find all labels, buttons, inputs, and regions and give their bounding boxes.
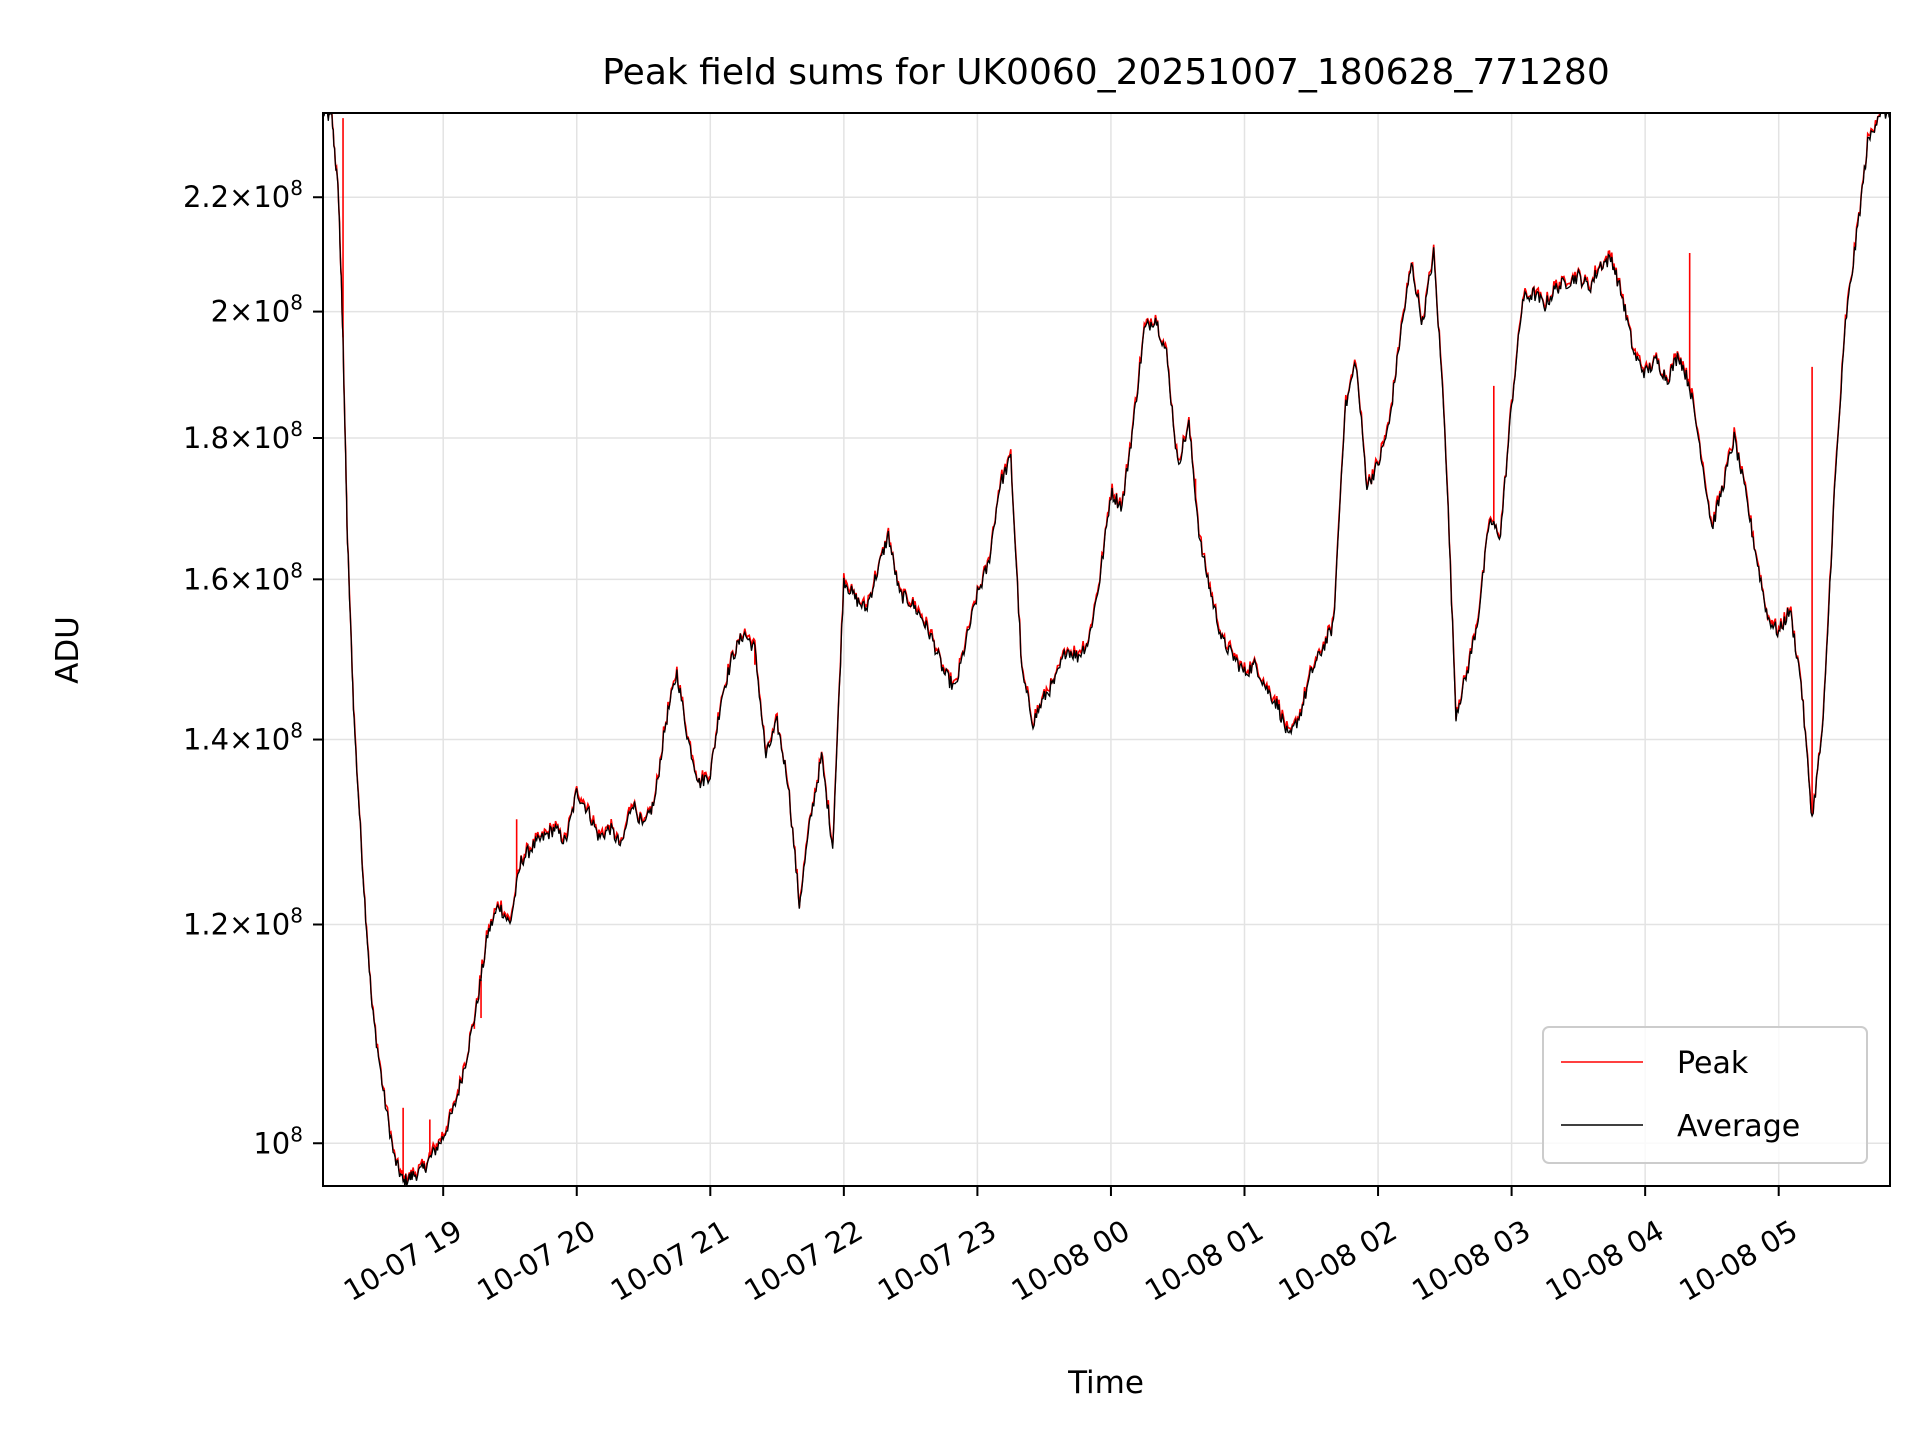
series-lines bbox=[323, 113, 1890, 1186]
series-line-average bbox=[323, 113, 1890, 1186]
y-tick-label: 108 bbox=[253, 1122, 303, 1160]
legend-box bbox=[1542, 1026, 1868, 1164]
y-tick-label: 2×108 bbox=[211, 291, 303, 329]
legend-peak-label: Peak bbox=[1677, 1046, 1749, 1081]
chart-title: Peak field sums for UK0060_20251007_1806… bbox=[602, 52, 1610, 93]
y-axis-ticks: 108 1.2×108 1.4×108 1.6×108 1.8×108 2×108 2.2×… bbox=[183, 176, 323, 1160]
y-axis-label: ADU bbox=[50, 616, 86, 684]
plot-frame bbox=[322, 112, 1891, 1187]
y-tick-label: 1.8×108 bbox=[183, 417, 303, 455]
y-tick-label: 2.2×108 bbox=[183, 176, 303, 214]
y-tick-label: 1.2×108 bbox=[183, 903, 303, 941]
x-axis-label: Time bbox=[1067, 1365, 1144, 1401]
grid bbox=[323, 113, 1890, 1186]
y-tick-label: 1.4×108 bbox=[183, 719, 303, 757]
y-tick-label: 1.6×108 bbox=[183, 558, 303, 596]
legend-average-label: Average bbox=[1677, 1109, 1800, 1144]
legend: Peak Average bbox=[1542, 1026, 1868, 1164]
